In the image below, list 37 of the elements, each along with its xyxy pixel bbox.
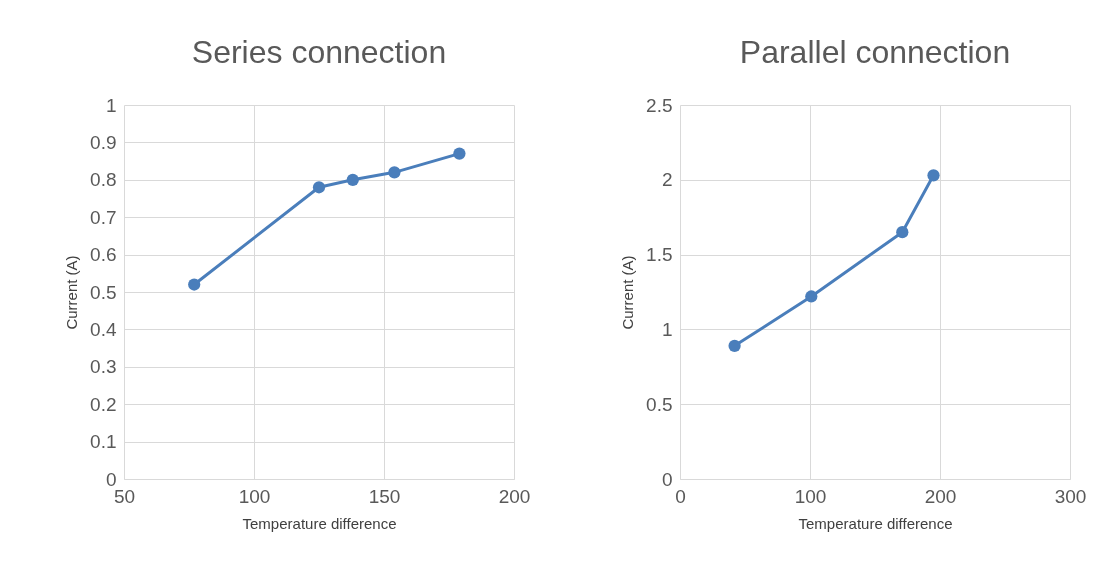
y-tick-label: 0.2 — [90, 393, 117, 415]
y-axis-title: Current (A) — [63, 255, 81, 330]
y-tick-label: 0.4 — [90, 318, 117, 340]
y-tick-label: 1 — [661, 318, 673, 340]
chart-title: Series connection — [191, 34, 447, 70]
point — [453, 147, 466, 160]
x-tick-label: 100 — [238, 485, 271, 507]
x-axis-title: Temperature difference — [242, 514, 397, 532]
y-tick-label: 0.8 — [90, 169, 117, 191]
point — [312, 181, 326, 194]
y-tick-label: 0.1 — [90, 431, 117, 453]
y-tick-label: 0.9 — [90, 131, 117, 153]
x-tick-label: 300 — [1054, 485, 1087, 507]
point — [927, 169, 940, 182]
point — [388, 166, 401, 179]
y-tick-label: 0.7 — [90, 206, 117, 228]
y-tick-label: 0 — [661, 468, 673, 490]
y-tick-label: 0.5 — [646, 393, 673, 415]
x-tick-label: 200 — [498, 485, 531, 507]
y-tick-label: 2.5 — [646, 94, 673, 116]
point — [346, 173, 359, 186]
y-tick-label: 1.5 — [646, 244, 673, 266]
point — [896, 226, 909, 239]
point — [805, 290, 818, 303]
y-tick-label: 0.6 — [90, 244, 117, 266]
x-axis-title: Temperature difference — [798, 514, 953, 532]
point — [188, 278, 201, 291]
y-tick-label: 2 — [661, 169, 673, 191]
chart-title: Parallel connection — [739, 34, 1011, 70]
y-tick-label: 1 — [105, 94, 117, 116]
y-tick-label: 0.3 — [90, 356, 117, 378]
point — [728, 339, 741, 352]
x-tick-label: 100 — [794, 485, 827, 507]
y-tick-label: 0.5 — [90, 281, 117, 303]
y-axis-title: Current (A) — [619, 255, 637, 330]
x-tick-label: 150 — [368, 485, 401, 507]
x-tick-label: 200 — [924, 485, 957, 507]
